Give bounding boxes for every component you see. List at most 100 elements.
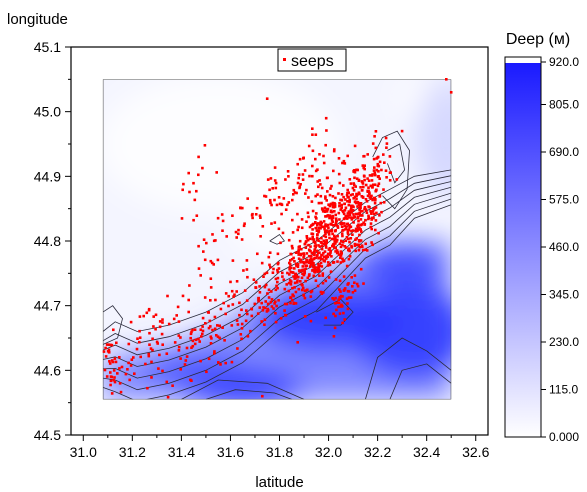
- seep-point-731: [272, 267, 275, 271]
- seep-point-861: [277, 227, 281, 231]
- seep-point-857: [263, 194, 266, 198]
- seep-point-391: [353, 195, 357, 199]
- seep-point-1060: [104, 355, 108, 358]
- seep-point-571: [347, 196, 350, 199]
- seep-point-830: [322, 161, 326, 165]
- seep-point-1124: [337, 301, 341, 305]
- seep-point-680: [332, 242, 335, 246]
- seep-point-915: [227, 304, 230, 308]
- seep-point-277: [319, 256, 322, 259]
- seep-point-216: [334, 217, 338, 220]
- seep-point-630: [302, 254, 306, 257]
- seep-point-520: [329, 270, 333, 273]
- seep-point-28: [306, 276, 310, 280]
- seep-point-604: [321, 281, 325, 285]
- seep-point-844: [298, 185, 302, 188]
- seep-point-346: [342, 210, 345, 214]
- seep-point-641: [349, 237, 353, 240]
- seep-point-949: [171, 384, 174, 387]
- seep-point-1078: [389, 171, 392, 174]
- contour-ne-loop-2: [387, 143, 406, 184]
- seep-point-531: [354, 249, 357, 253]
- seep-point-575: [307, 243, 310, 247]
- seep-point-854: [268, 188, 271, 192]
- seep-point-985: [154, 313, 158, 317]
- seep-point-398: [367, 214, 370, 218]
- seep-point-1092: [388, 155, 392, 158]
- seep-point-978: [204, 322, 207, 325]
- seep-point-1076: [385, 142, 389, 145]
- seep-point-1062: [124, 372, 128, 376]
- seep-point-144: [346, 200, 349, 203]
- seep-point-449: [356, 215, 360, 219]
- seep-point-94: [314, 194, 317, 198]
- seep-point-609: [289, 283, 293, 286]
- seep-point-125: [344, 228, 347, 231]
- seep-point-746: [267, 296, 271, 299]
- seep-point-101: [328, 193, 332, 197]
- seep-point-1046: [109, 379, 113, 383]
- seep-point-327: [358, 214, 362, 217]
- seep-point-384: [378, 160, 382, 164]
- seep-point-60: [339, 198, 342, 202]
- seep-point-937: [194, 338, 198, 342]
- seep-point-1168: [256, 252, 259, 256]
- seep-point-551: [319, 240, 323, 244]
- seep-point-947: [189, 378, 192, 382]
- seep-point-36: [293, 260, 296, 263]
- seep-point-1006: [150, 360, 153, 364]
- seep-point-109: [317, 226, 320, 230]
- seep-point-1016: [144, 362, 147, 366]
- seep-point-636: [276, 276, 280, 280]
- seep-point-971: [218, 324, 221, 328]
- seep-point-239: [310, 251, 314, 255]
- seep-point-285: [320, 292, 324, 295]
- seep-point-1224: [118, 382, 122, 385]
- seep-point-855: [259, 216, 262, 219]
- seep-point-527: [307, 274, 311, 278]
- seep-point-1120: [338, 312, 342, 315]
- seep-point-822: [242, 224, 246, 228]
- contour-bottom-2: [205, 389, 292, 400]
- seep-point-33: [337, 211, 341, 215]
- seep-point-95: [317, 244, 320, 247]
- seep-point-463: [342, 222, 346, 225]
- y-tick-label-2: 44.7: [34, 298, 61, 314]
- seep-point-1069: [370, 194, 373, 198]
- seep-point-1: [320, 201, 323, 205]
- seep-point-758: [268, 263, 271, 267]
- seep-point-1180: [195, 214, 199, 217]
- seep-point-1157: [332, 312, 335, 316]
- seep-point-515: [356, 243, 359, 246]
- seep-point-118: [338, 218, 341, 221]
- seep-point-785: [254, 286, 257, 289]
- seep-point-1095: [385, 146, 388, 149]
- seep-point-629: [288, 273, 291, 276]
- seep-point-1118: [347, 296, 351, 299]
- seep-point-128: [334, 246, 337, 250]
- seep-point-946: [190, 330, 193, 334]
- seep-point-1167: [221, 219, 225, 223]
- seep-point-112: [352, 182, 355, 185]
- seep-point-1159: [341, 304, 344, 308]
- seep-point-956: [157, 367, 160, 370]
- seep-point-420: [369, 225, 373, 229]
- seep-point-477: [359, 202, 363, 206]
- seep-point-752: [291, 286, 294, 290]
- seep-point-1211: [193, 198, 197, 202]
- seep-point-100: [331, 214, 335, 218]
- seep-point-730: [252, 278, 256, 281]
- seep-point-828: [325, 129, 328, 132]
- seep-point-574: [304, 279, 307, 283]
- seep-point-760: [294, 302, 298, 305]
- seep-point-1133: [324, 316, 327, 320]
- axes: 31.0 31.2 31.4 31.6 31.8 32.0 32.2 32.4 32.6 44.5…: [34, 39, 490, 460]
- legend: seeps: [277, 48, 347, 72]
- seep-point-644: [294, 272, 298, 276]
- seep-point-743: [262, 275, 265, 278]
- x-tick-label-7: 32.4: [413, 444, 440, 460]
- seep-point-67: [308, 225, 312, 229]
- seep-point-39: [352, 221, 355, 224]
- seep-point-898: [291, 218, 294, 222]
- seep-point-518: [359, 267, 363, 271]
